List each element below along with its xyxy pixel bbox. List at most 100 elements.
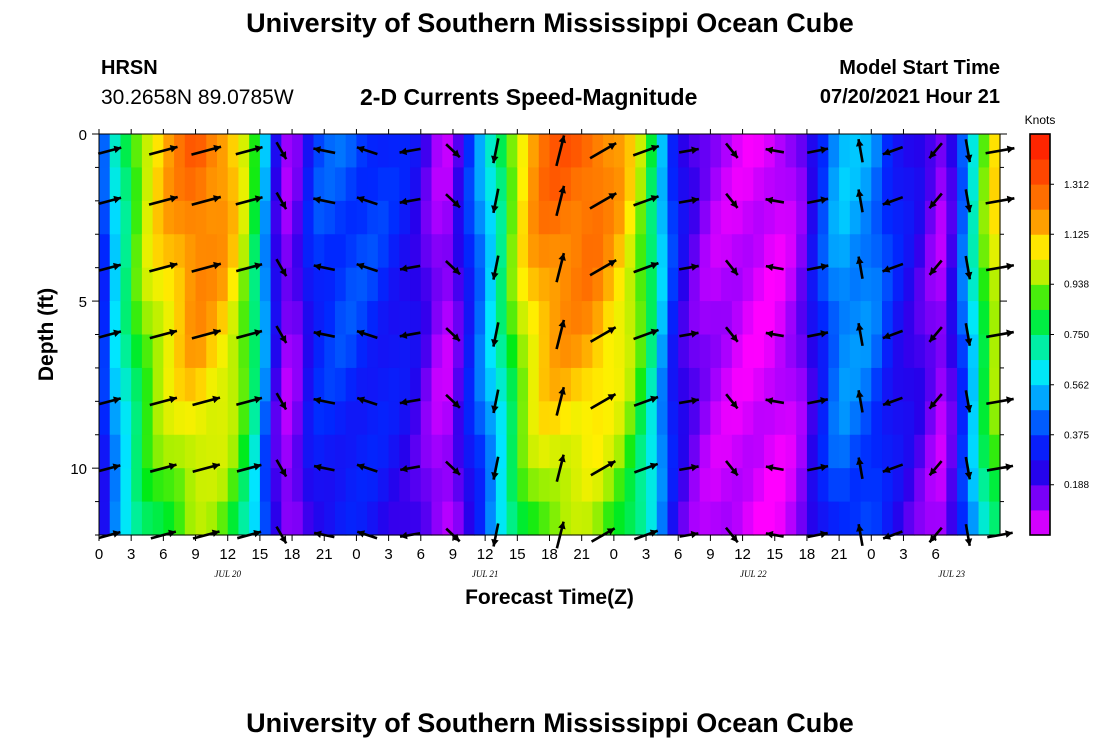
heatmap-cell (560, 134, 572, 169)
heatmap-cell (109, 267, 122, 302)
heatmap-cell (227, 434, 240, 469)
heatmap-cell (849, 401, 862, 436)
heatmap-cell (345, 367, 358, 402)
current-arrow (589, 258, 617, 277)
current-arrow (678, 146, 699, 154)
heatmap-cell (141, 167, 154, 202)
heatmap-cell (678, 167, 690, 202)
heatmap-cell (731, 501, 744, 536)
heatmap-cell (528, 167, 540, 202)
heatmap-cell (399, 167, 411, 202)
current-arrow (275, 325, 288, 344)
heatmap-cell (828, 501, 840, 536)
heatmap-cell (635, 301, 647, 336)
heatmap-cell (742, 468, 754, 503)
heatmap-cells (99, 134, 1001, 536)
heatmap-cell (238, 167, 250, 202)
heatmap-cell (742, 434, 754, 469)
heatmap-cell (946, 234, 958, 269)
arrow-head (820, 330, 828, 338)
current-arrow (964, 456, 973, 480)
arrow-head (929, 400, 937, 409)
heatmap-cell (356, 167, 368, 202)
current-arrow (928, 326, 943, 343)
current-arrow (679, 330, 699, 338)
heatmap-cell (635, 468, 647, 503)
heatmap-cell (206, 367, 218, 402)
heatmap-cell (485, 167, 497, 202)
current-arrow (445, 327, 461, 342)
arrow-head (254, 329, 262, 337)
heatmap-cell (163, 234, 175, 269)
heatmap-cell (99, 267, 111, 302)
heatmap-cell (549, 468, 561, 503)
heatmap-cell (184, 167, 197, 202)
heatmap-cell (828, 434, 840, 469)
heatmap-cell (334, 301, 347, 336)
heatmap-cell (313, 267, 325, 302)
heatmap-cell (399, 401, 411, 436)
arrow-head (649, 462, 658, 470)
heatmap-cell (785, 401, 797, 436)
heatmap-cell (710, 401, 722, 436)
heatmap-cell (774, 167, 787, 202)
current-arrow (98, 329, 122, 339)
heatmap-cell (399, 501, 411, 536)
heatmap-cell (882, 334, 894, 369)
current-arrow (765, 146, 785, 155)
heatmap-cell (603, 401, 615, 436)
station-coordinates: 30.2658N 89.0785W (101, 86, 294, 109)
heatmap-cell (753, 234, 765, 269)
arrow-head (730, 400, 738, 409)
heatmap-cell (570, 468, 583, 503)
arrow-head (113, 329, 121, 337)
arrow-head (399, 398, 408, 406)
arrow-head (882, 198, 891, 206)
heatmap-cell (270, 367, 282, 402)
arrow-head (558, 521, 566, 530)
heatmap-cell (570, 334, 583, 369)
heatmap-cell (517, 468, 529, 503)
heatmap-cell (967, 234, 980, 269)
current-arrow (765, 196, 785, 205)
heatmap-cell (560, 267, 572, 302)
heatmap-cell (377, 301, 390, 336)
heatmap-cell (753, 501, 765, 536)
heatmap-cell (292, 200, 304, 235)
heatmap-cell (334, 334, 347, 369)
heatmap-cell (764, 434, 776, 469)
arrow-head (452, 467, 460, 475)
heatmap-cell (399, 301, 411, 336)
arrow-head (608, 193, 617, 201)
heatmap-cell (281, 434, 293, 469)
heatmap-cell (356, 401, 368, 436)
heatmap-cell (292, 468, 304, 503)
heatmap-cell (624, 468, 636, 503)
heatmap-cell (613, 468, 626, 503)
heatmap-cell (281, 401, 293, 436)
arrow-head (929, 150, 937, 159)
heatmap-cell (238, 200, 250, 235)
heatmap-cell (839, 167, 851, 202)
heatmap-cell (849, 367, 862, 402)
heatmap-cell (410, 434, 422, 469)
heatmap-cell (388, 167, 400, 202)
heatmap-cell (903, 367, 915, 402)
arrow-head (1006, 262, 1014, 271)
arrow-head (452, 266, 461, 275)
heatmap-cell (946, 267, 958, 302)
heatmap-cell (667, 301, 679, 336)
current-arrow (149, 462, 177, 473)
heatmap-cell (442, 200, 454, 235)
current-arrow (882, 329, 904, 340)
heatmap-cell (592, 200, 604, 235)
heatmap-cell (796, 434, 808, 469)
heatmap-cell (742, 401, 754, 436)
heatmap-cell (195, 200, 207, 235)
heatmap-cell (646, 200, 658, 235)
heatmap-cell (292, 234, 304, 269)
heatmap-cell (892, 334, 905, 369)
current-arrow (313, 263, 336, 272)
heatmap-cell (882, 200, 894, 235)
current-arrow (275, 191, 288, 210)
